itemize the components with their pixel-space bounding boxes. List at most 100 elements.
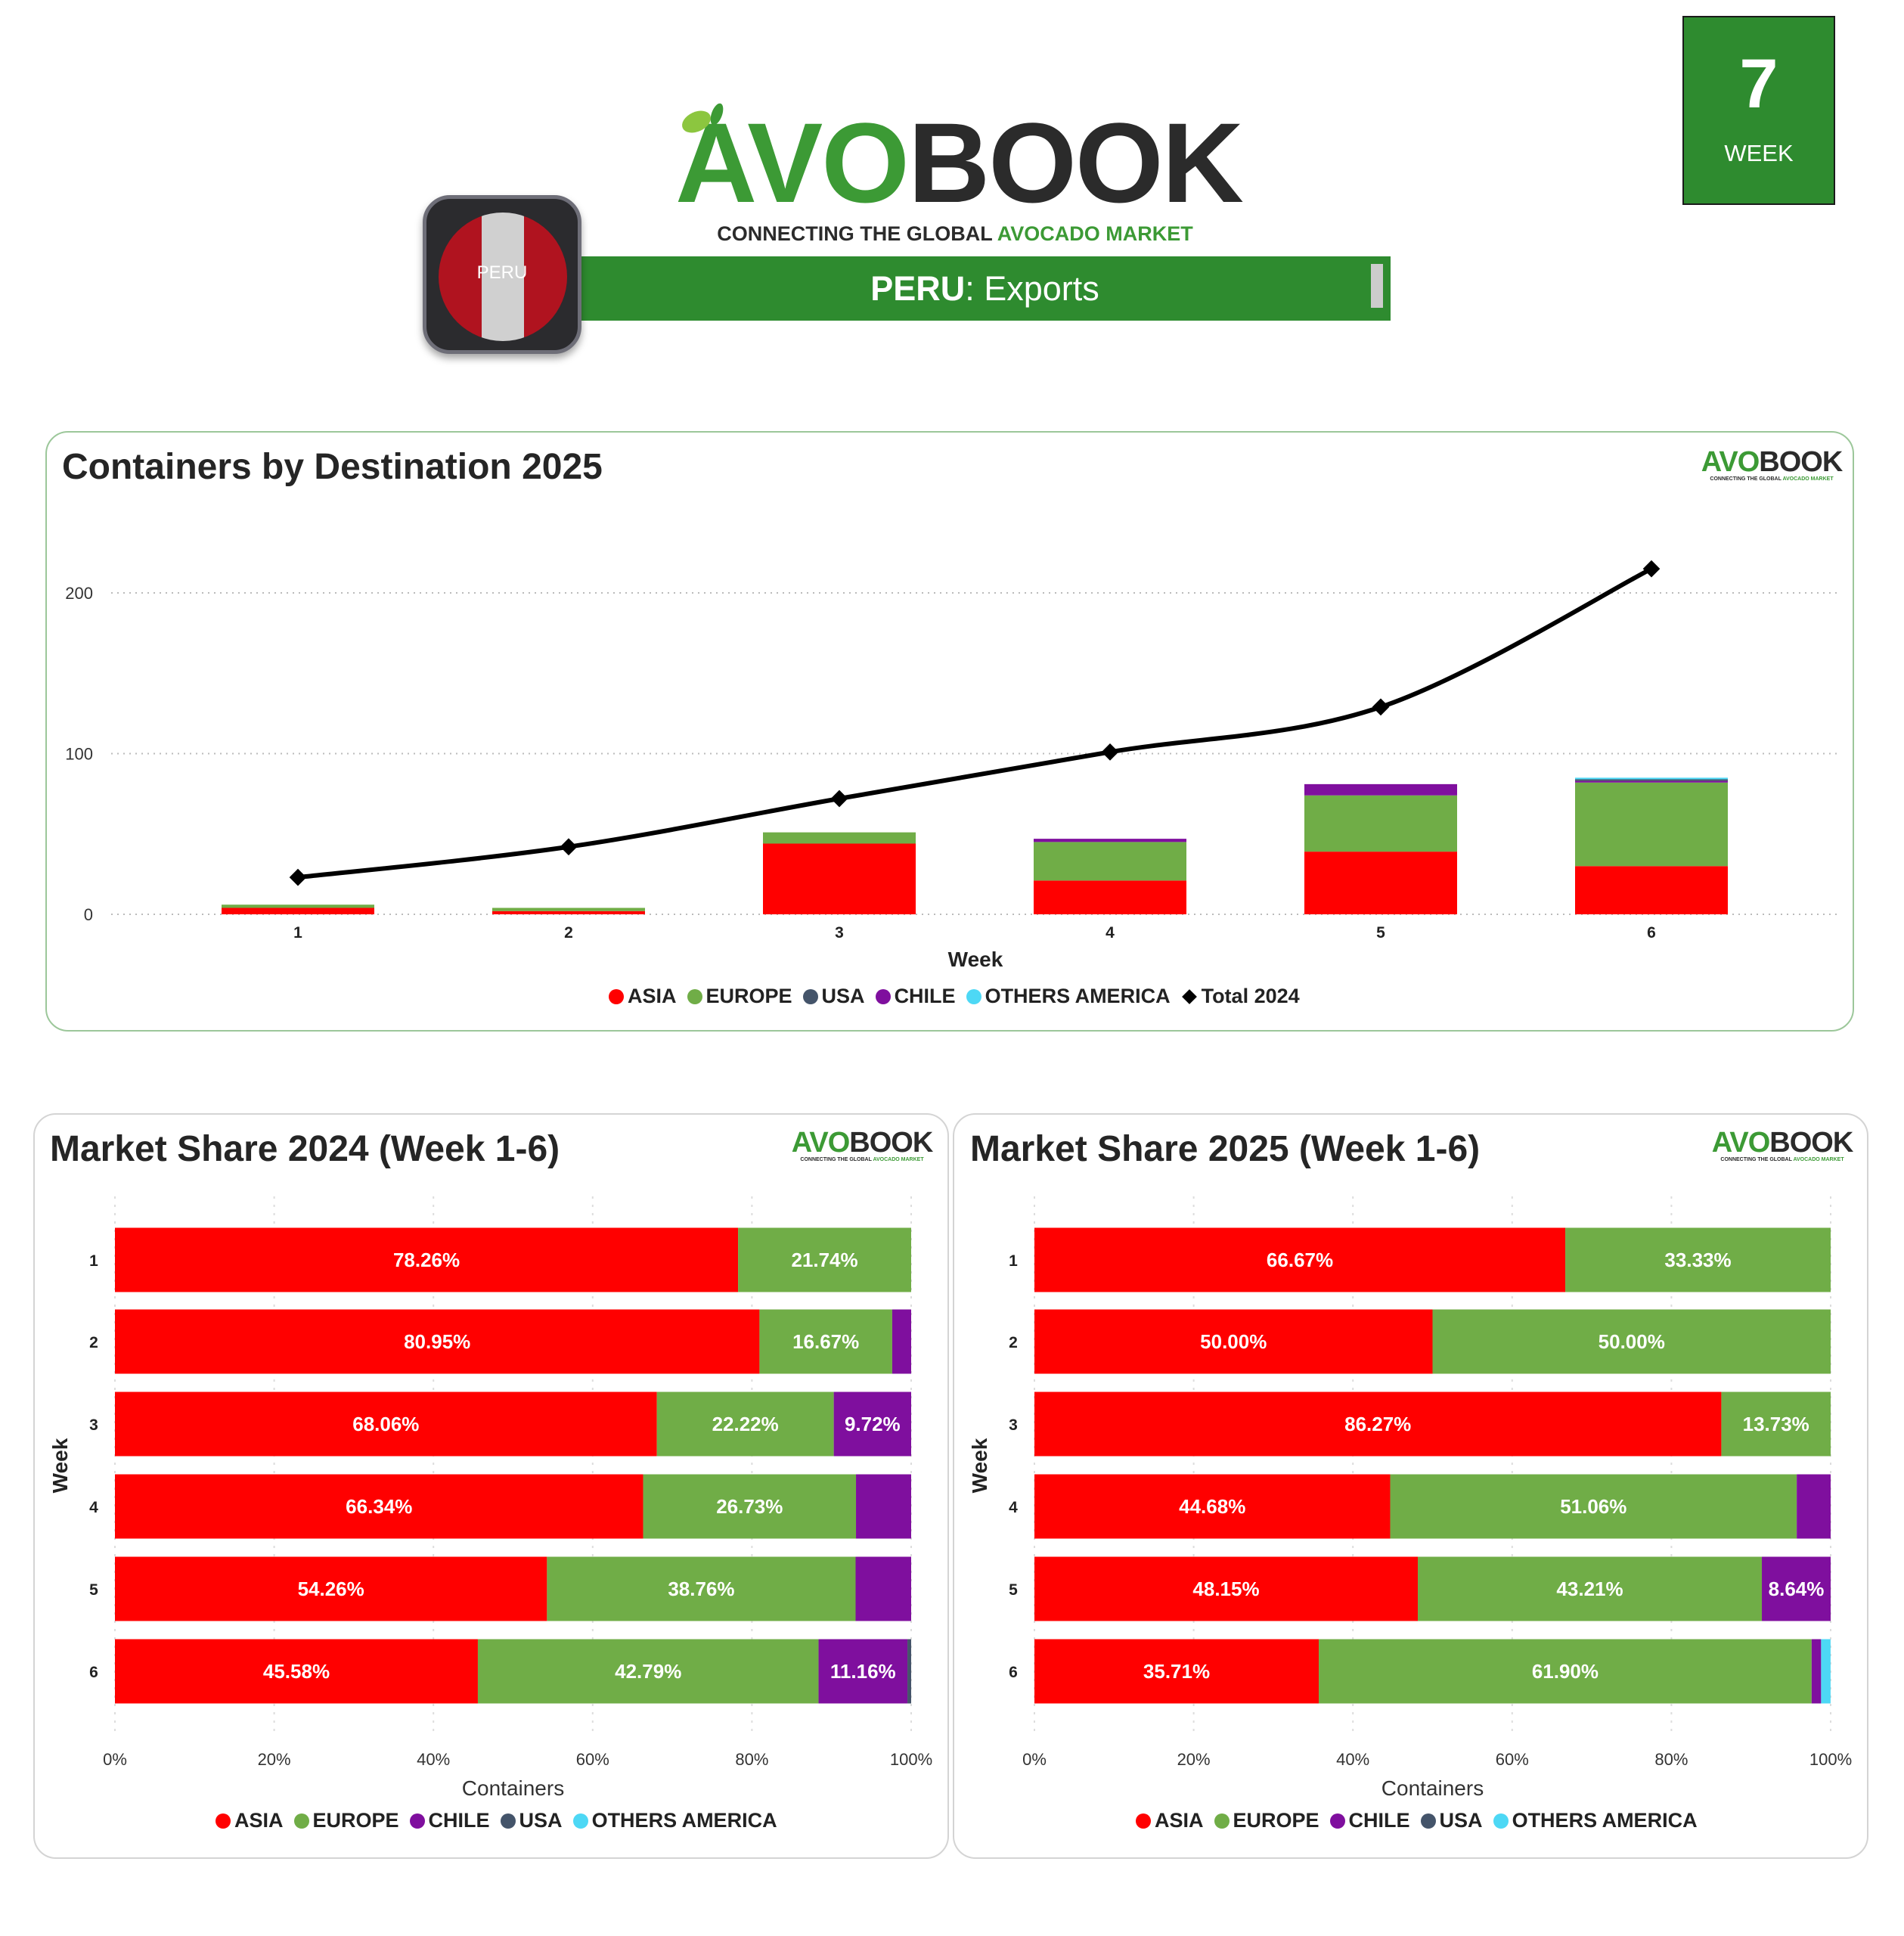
bar-segment-asia: [1034, 1309, 1433, 1374]
legend-item-europe[interactable]: EUROPE: [293, 1809, 399, 1832]
legend-item-usa[interactable]: USA: [500, 1809, 563, 1832]
data-label: 22.22%: [712, 1413, 779, 1435]
legend-item-asia[interactable]: ASIA: [1136, 1809, 1204, 1832]
logo-tagline-b: AVOCADO MARKET: [997, 222, 1193, 245]
total-2024-marker: [560, 838, 578, 856]
bar-segment-europe: [656, 1392, 834, 1457]
data-label: 61.90%: [1532, 1660, 1599, 1683]
bar-segment-asia: [115, 1227, 739, 1292]
x-tick-label: 3: [835, 924, 844, 942]
y-tick-label: 5: [1009, 1581, 1018, 1599]
bar-segment-europe: [492, 908, 645, 911]
legend-item-chile[interactable]: CHILE: [1329, 1809, 1410, 1832]
x-axis-title: Week: [948, 948, 1003, 971]
avobook-logo-small: AVOBOOK CONNECTING THE GLOBAL AVOCADO MA…: [786, 1128, 938, 1162]
bar-segment-asia: [115, 1392, 657, 1457]
bar-segment-chile: [818, 1639, 908, 1704]
legend-item-chile[interactable]: CHILE: [875, 985, 956, 1008]
bar-segment-chile: [855, 1556, 911, 1621]
legend-label: ASIA: [234, 1809, 284, 1832]
bar-segment-usa: [1575, 779, 1728, 781]
legend-item-europe[interactable]: EUROPE: [687, 985, 792, 1008]
peru-flag-icon: [439, 213, 567, 341]
legend-dot-icon: [875, 988, 891, 1004]
x-tick-label: 2: [564, 924, 573, 942]
logo-text-book: BOOK: [1769, 1127, 1853, 1159]
bar-segment-europe: [1418, 1556, 1763, 1621]
x-axis-title: Containers: [462, 1776, 564, 1800]
legend-item-asia[interactable]: ASIA: [216, 1809, 284, 1832]
x-axis-title: Containers: [1381, 1776, 1484, 1800]
total-2024-marker: [289, 868, 307, 886]
legend-dot-icon: [1493, 1813, 1509, 1829]
legend-item-usa[interactable]: USA: [1420, 1809, 1483, 1832]
y-tick-label: 0: [84, 905, 93, 924]
flag-label: PERU: [476, 262, 528, 283]
legend-item-usa[interactable]: USA: [802, 985, 865, 1008]
data-label: 80.95%: [404, 1330, 470, 1353]
bar-segment-asia: [1034, 1639, 1319, 1704]
logo-text-avo: AVO: [1701, 446, 1760, 478]
bar-segment-asia: [115, 1474, 643, 1539]
total-2024-marker: [1642, 560, 1661, 578]
legend-dot-icon: [802, 988, 818, 1004]
bar-segment-asia: [1575, 866, 1728, 914]
peru-flag-badge: PERU: [423, 195, 581, 354]
data-label: 42.79%: [615, 1660, 681, 1683]
bar-segment-asia: [115, 1639, 478, 1704]
bar-segment-others-america: [1575, 777, 1728, 780]
data-label: 16.67%: [792, 1330, 859, 1353]
y-tick-label: 2: [1009, 1334, 1018, 1351]
x-tick-label: 80%: [735, 1750, 768, 1769]
legend-label: CHILE: [894, 985, 956, 1007]
logo-text-book: BOOK: [849, 1127, 933, 1159]
y-tick-label: 4: [89, 1499, 98, 1516]
y-tick-label: 1: [1009, 1252, 1018, 1270]
data-label: 78.26%: [393, 1249, 460, 1271]
containers-chart-card: [45, 431, 1854, 1032]
legend-item-chile[interactable]: CHILE: [409, 1809, 490, 1832]
legend-label: OTHERS AMERICA: [591, 1809, 777, 1832]
bar-segment-asia: [1034, 1227, 1566, 1292]
bar-segment-asia: [1034, 1474, 1391, 1539]
legend-item-others-america[interactable]: OTHERS AMERICA: [1493, 1809, 1698, 1832]
avobook-logo-small: AVOBOOK CONNECTING THE GLOBAL AVOCADO MA…: [1707, 1128, 1858, 1162]
data-label: 9.72%: [845, 1413, 901, 1435]
logo-tagline-a: CONNECTING THE GLOBAL: [717, 222, 997, 245]
bar-segment-europe: [738, 1227, 911, 1292]
logo-text-book: BOOK: [1759, 446, 1843, 478]
legend-label: EUROPE: [312, 1809, 399, 1832]
data-label: 44.68%: [1179, 1495, 1245, 1518]
total-2024-marker: [1101, 743, 1119, 761]
legend-item-others-america[interactable]: OTHERS AMERICA: [966, 985, 1171, 1008]
y-tick-label: 2: [89, 1334, 98, 1351]
bar-segment-europe: [1390, 1474, 1797, 1539]
x-tick-label: 40%: [1336, 1750, 1369, 1769]
total-2024-marker: [830, 790, 848, 808]
legend-item-asia[interactable]: ASIA: [609, 985, 677, 1008]
legend-label: EUROPE: [705, 985, 792, 1007]
logo-text-avo: AVO: [1711, 1127, 1771, 1159]
bar-segment-europe: [763, 832, 916, 844]
bar-segment-chile: [892, 1309, 911, 1374]
logo-text-avo: AVO: [791, 1127, 851, 1159]
bar-segment-europe: [1565, 1227, 1831, 1292]
bar-segment-others-america: [1821, 1639, 1831, 1704]
legend-item-total-2024[interactable]: Total 2024: [1181, 985, 1300, 1008]
x-tick-label: 4: [1105, 924, 1115, 942]
data-label: 66.67%: [1267, 1249, 1333, 1271]
y-tick-label: 3: [1009, 1416, 1018, 1434]
data-label: 11.16%: [830, 1660, 896, 1683]
data-label: 13.73%: [1743, 1413, 1809, 1435]
x-tick-label: 100%: [890, 1750, 932, 1769]
legend-dot-icon: [216, 1813, 231, 1829]
x-tick-label: 6: [1647, 924, 1656, 942]
chart-legend: ASIA EUROPE USA CHILE OTHERS AMERICA Total 20…: [609, 985, 1300, 1008]
legend-label: Total 2024: [1201, 985, 1300, 1007]
legend-item-europe[interactable]: EUROPE: [1214, 1809, 1319, 1832]
legend-item-others-america[interactable]: OTHERS AMERICA: [572, 1809, 777, 1832]
x-tick-label: 20%: [258, 1750, 291, 1769]
bar-segment-chile: [1034, 839, 1186, 842]
x-tick-label: 40%: [417, 1750, 450, 1769]
legend-label: ASIA: [1155, 1809, 1204, 1832]
